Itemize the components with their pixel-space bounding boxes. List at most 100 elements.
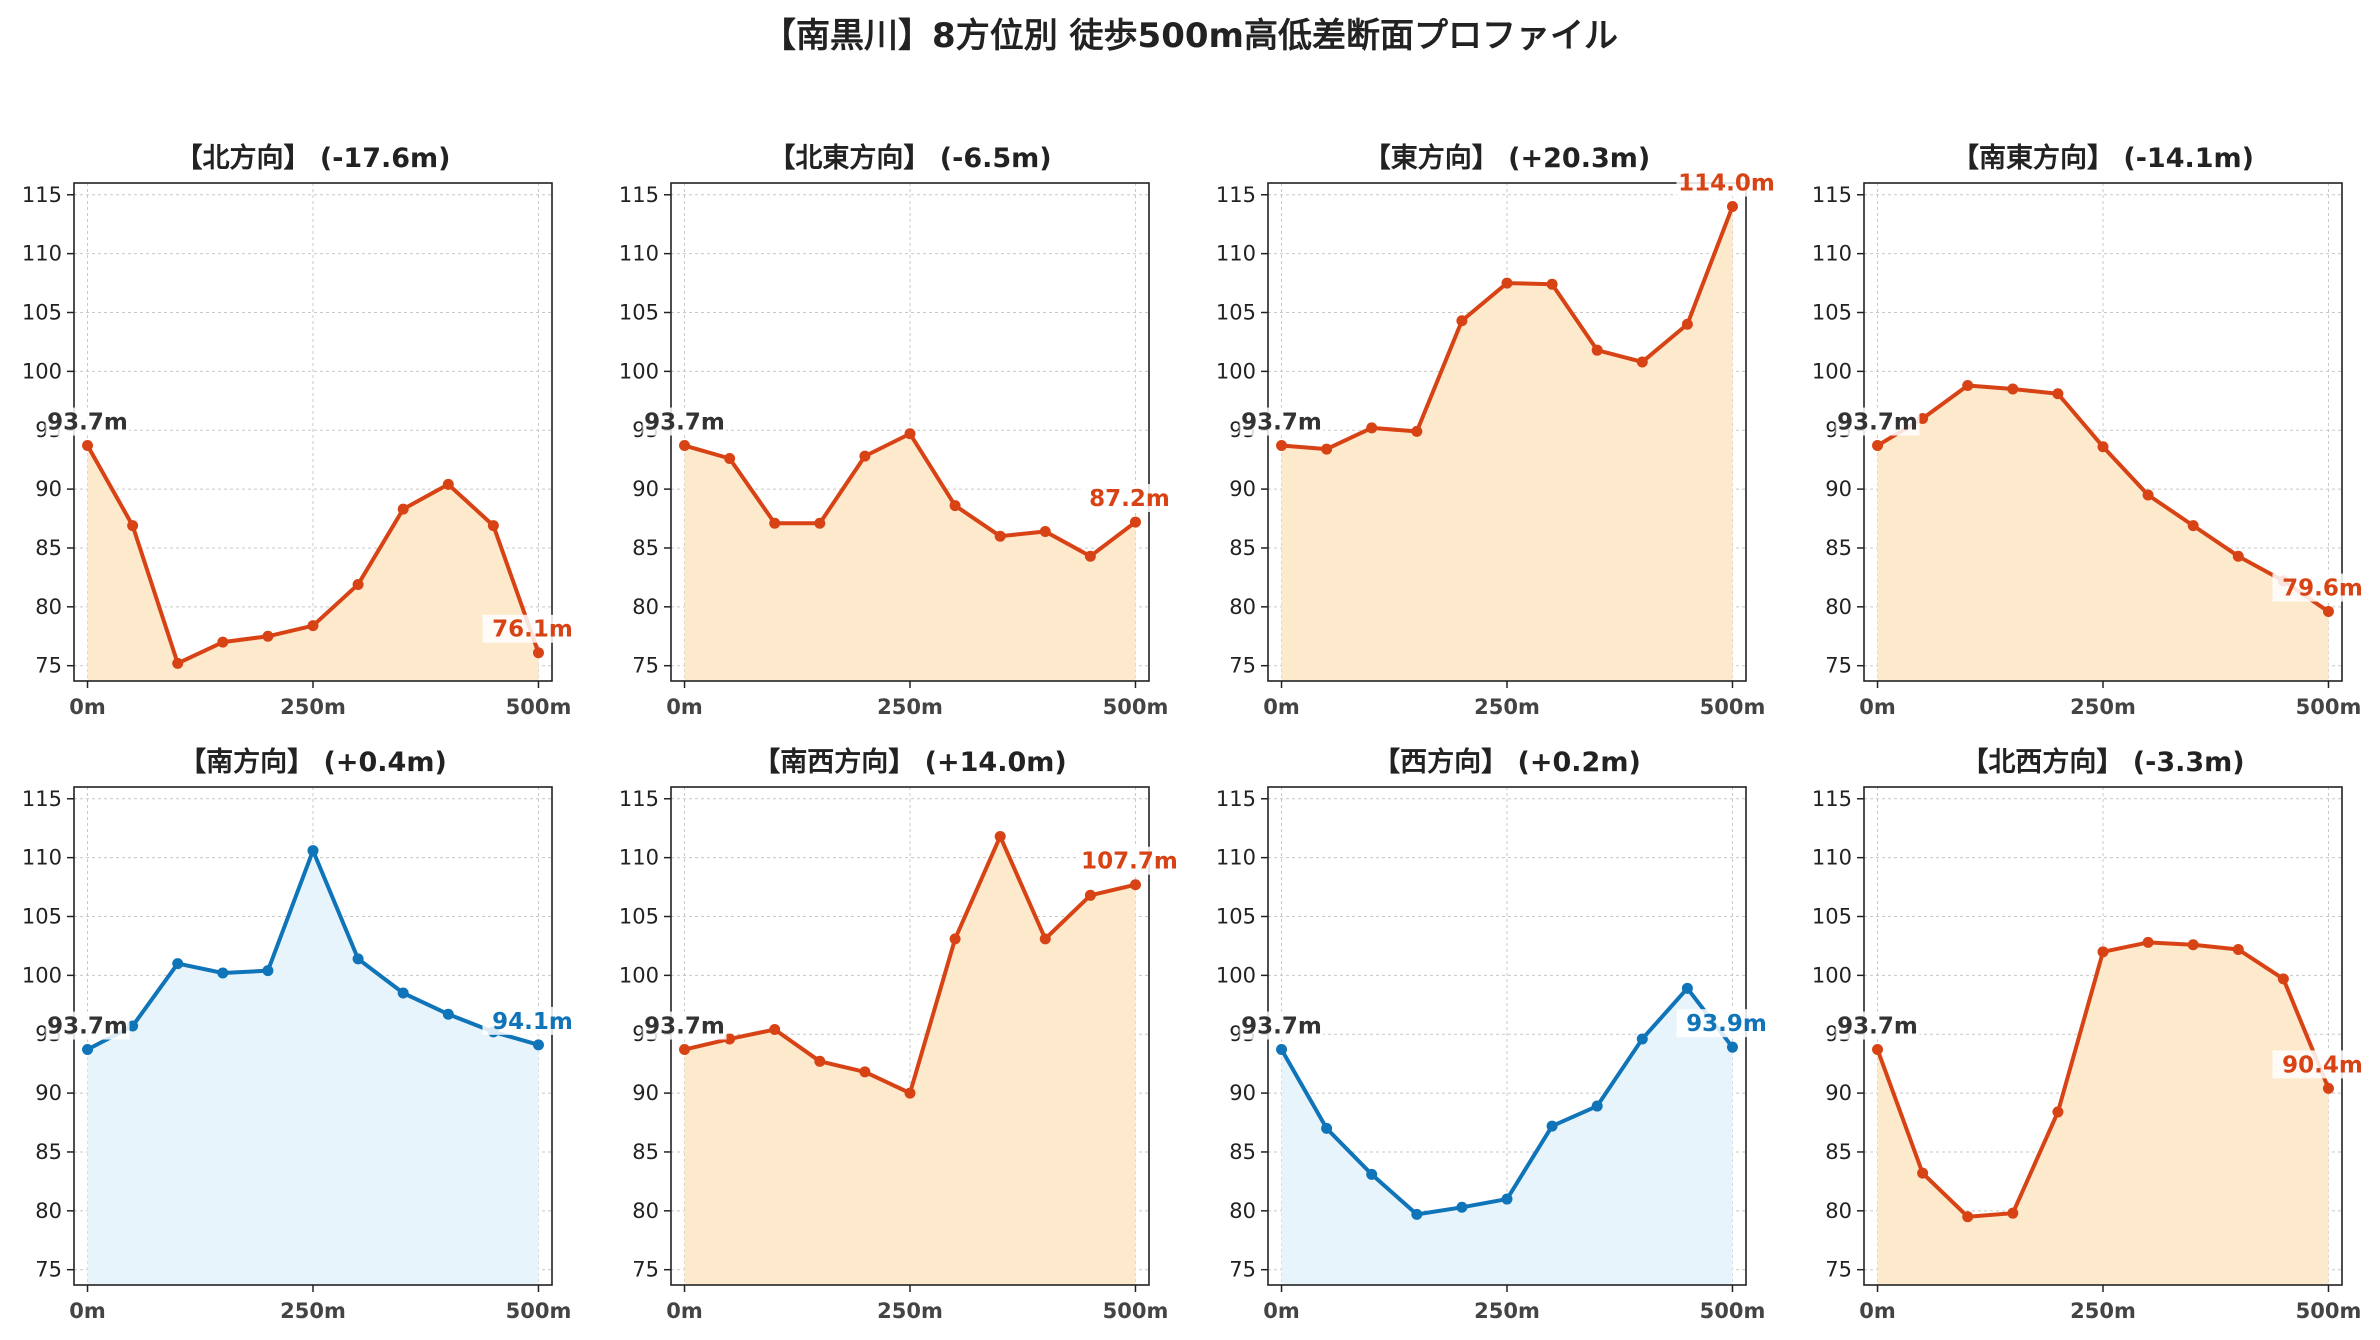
- x-tick-label: 500m: [1103, 695, 1169, 719]
- data-point: [1917, 1167, 1929, 1179]
- data-point: [127, 520, 139, 532]
- x-tick-label: 250m: [2070, 1299, 2136, 1323]
- data-point: [487, 520, 499, 532]
- data-point: [1636, 356, 1648, 368]
- y-tick-label: 115: [1216, 787, 1256, 811]
- x-tick-label: 250m: [877, 1299, 943, 1323]
- end-label-bg: [2272, 573, 2367, 602]
- data-point: [1321, 1122, 1333, 1134]
- subplot-title: 【東方向】 (+20.3m): [1364, 142, 1650, 174]
- subplot-title: 【北方向】 (-17.6m): [175, 142, 450, 174]
- start-label-bg: [642, 407, 727, 436]
- start-label-bg: [1239, 1011, 1324, 1040]
- y-tick-label: 80: [1229, 595, 1256, 619]
- y-tick-label: 85: [1229, 1140, 1256, 1164]
- y-tick-label: 85: [632, 536, 659, 560]
- y-tick-label: 100: [22, 359, 62, 383]
- data-point: [994, 830, 1006, 842]
- data-point: [442, 478, 454, 490]
- data-point: [2187, 520, 2199, 532]
- y-tick-label: 100: [619, 359, 659, 383]
- y-tick-label: 115: [1216, 183, 1256, 207]
- figure-title: 【南黒川】8方位別 徒歩500m高低差断面プロファイル: [762, 16, 1618, 56]
- x-tick-label: 0m: [69, 695, 106, 719]
- start-label: 93.7m: [1241, 410, 1322, 436]
- y-tick-label: 105: [1812, 301, 1852, 325]
- start-label-bg: [1835, 1011, 1920, 1040]
- y-tick-label: 110: [22, 242, 62, 266]
- data-point: [532, 1039, 544, 1051]
- data-point: [2187, 939, 2199, 951]
- x-tick-label: 500m: [1700, 1299, 1766, 1323]
- data-point: [1366, 1168, 1378, 1180]
- data-point: [724, 452, 736, 464]
- data-point: [82, 440, 94, 452]
- data-point: [217, 636, 229, 648]
- subplot-5: 【南方向】 (+0.4m)75808590951001051101150m250…: [22, 746, 577, 1323]
- data-point: [1039, 525, 1051, 537]
- data-point: [2052, 388, 2064, 400]
- y-tick-label: 115: [1812, 183, 1852, 207]
- x-tick-label: 0m: [69, 1299, 106, 1323]
- y-tick-label: 110: [1216, 242, 1256, 266]
- data-point: [1129, 516, 1141, 528]
- subplot-title: 【北西方向】 (-3.3m): [1961, 746, 2244, 778]
- data-point: [1276, 1044, 1288, 1056]
- data-point: [1726, 201, 1738, 213]
- data-point: [904, 1087, 916, 1099]
- data-point: [1872, 1044, 1884, 1056]
- elevation-area: [87, 445, 539, 681]
- data-point: [1546, 1120, 1558, 1132]
- y-tick-label: 80: [1229, 1199, 1256, 1223]
- end-label-bg: [2272, 1050, 2367, 1079]
- subplot-title: 【南東方向】 (-14.1m): [1952, 142, 2254, 174]
- data-point: [1681, 318, 1693, 330]
- data-point: [2232, 550, 2244, 562]
- y-tick-label: 90: [632, 477, 659, 501]
- data-point: [1411, 1208, 1423, 1220]
- start-label-bg: [45, 407, 130, 436]
- x-tick-label: 250m: [1474, 1299, 1540, 1323]
- start-label-bg: [1835, 407, 1920, 436]
- data-point: [2097, 441, 2109, 453]
- y-tick-label: 80: [1825, 1199, 1852, 1223]
- elevation-area: [1877, 942, 2329, 1285]
- data-point: [1366, 422, 1378, 434]
- data-point: [1591, 1100, 1603, 1112]
- end-label: 114.0m: [1678, 171, 1775, 197]
- data-point: [172, 657, 184, 669]
- subplot-7: 【西方向】 (+0.2m)75808590951001051101150m250…: [1216, 746, 1771, 1323]
- y-tick-label: 115: [22, 183, 62, 207]
- y-tick-label: 115: [619, 183, 659, 207]
- x-tick-label: 0m: [1263, 695, 1300, 719]
- subplot-title: 【北東方向】 (-6.5m): [768, 142, 1051, 174]
- x-tick-label: 250m: [2070, 695, 2136, 719]
- data-point: [127, 1020, 139, 1032]
- data-point: [2322, 1082, 2334, 1094]
- data-point: [82, 1044, 94, 1056]
- y-tick-label: 80: [632, 1199, 659, 1223]
- y-tick-label: 105: [22, 905, 62, 929]
- y-tick-label: 85: [1825, 536, 1852, 560]
- y-tick-label: 115: [1812, 787, 1852, 811]
- x-tick-label: 0m: [1859, 1299, 1896, 1323]
- data-point: [949, 933, 961, 945]
- data-point: [1591, 344, 1603, 356]
- data-point: [1872, 440, 1884, 452]
- data-point: [679, 440, 691, 452]
- subplot-title: 【南方向】 (+0.4m): [179, 746, 447, 778]
- subplot-1: 【北方向】 (-17.6m)75808590951001051101150m25…: [22, 142, 577, 719]
- data-point: [2097, 946, 2109, 958]
- y-tick-label: 90: [1825, 1081, 1852, 1105]
- end-label-bg: [1079, 846, 1174, 875]
- end-label-bg: [482, 614, 577, 643]
- y-tick-label: 85: [1229, 536, 1256, 560]
- data-point: [904, 428, 916, 440]
- y-tick-label: 75: [1825, 654, 1852, 678]
- y-tick-label: 110: [22, 846, 62, 870]
- y-tick-label: 75: [35, 654, 62, 678]
- data-point: [262, 965, 274, 977]
- elevation-area: [684, 433, 1136, 681]
- data-point: [1129, 879, 1141, 891]
